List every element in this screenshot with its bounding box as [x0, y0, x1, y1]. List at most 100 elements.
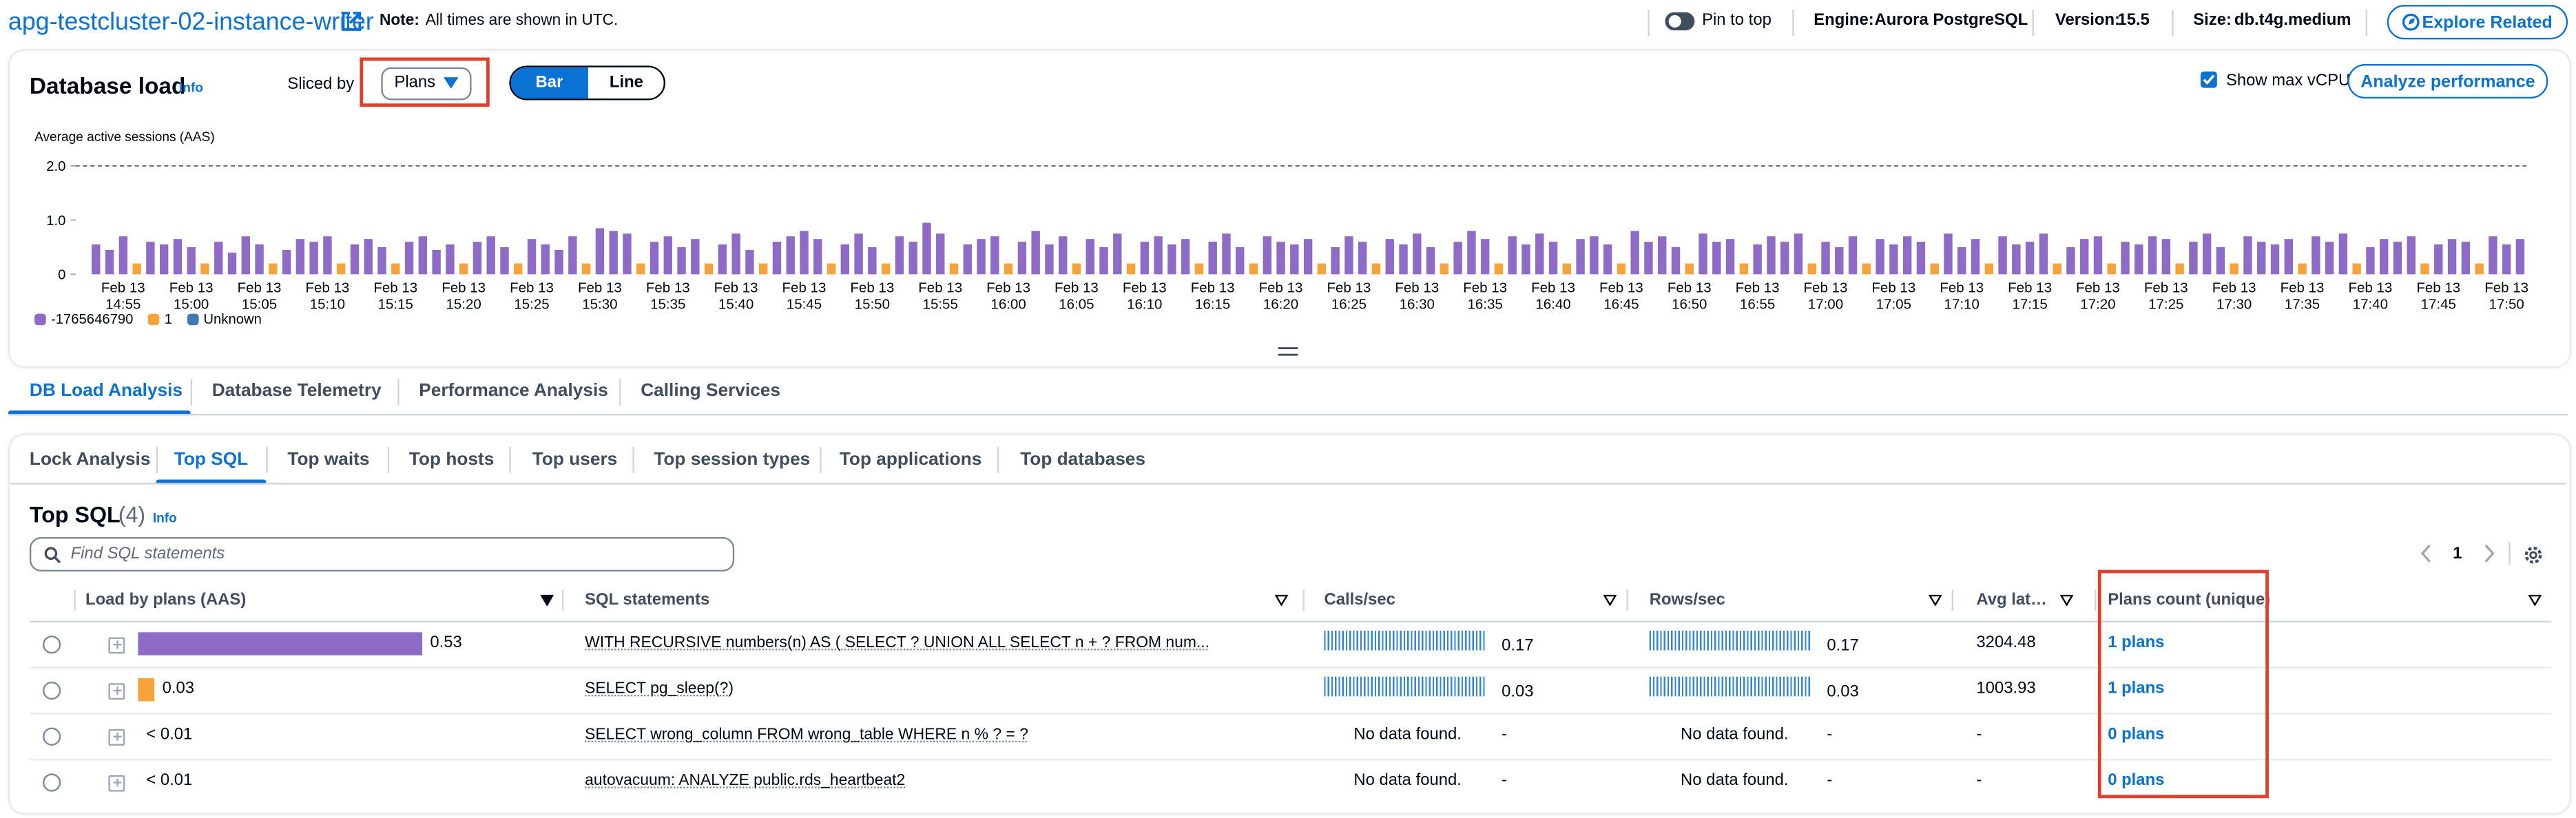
settings-icon[interactable] [2524, 545, 2544, 565]
bar [1767, 236, 1775, 274]
page-number[interactable]: 1 [2453, 547, 2462, 563]
x-tick-label: Feb 13 15:05 [230, 281, 289, 312]
sort-icon[interactable] [2528, 594, 2542, 606]
bar [2352, 264, 2360, 275]
bar [1154, 236, 1162, 274]
sort-icon[interactable] [541, 594, 554, 606]
sort-icon[interactable] [2060, 594, 2073, 606]
x-tick-label: Feb 13 17:30 [2205, 281, 2264, 312]
bar [977, 239, 985, 274]
bar [1549, 242, 1557, 274]
column-separator [74, 589, 75, 611]
legend-item[interactable]: 1 [148, 312, 172, 326]
x-tick-label: Feb 13 16:15 [1183, 281, 1243, 312]
row-radio[interactable] [43, 682, 61, 700]
bar [1726, 239, 1734, 274]
bar [1685, 264, 1694, 275]
bar [1495, 264, 1503, 275]
bar [731, 233, 740, 274]
sort-icon[interactable] [1275, 594, 1288, 606]
subtab[interactable]: Top applications [840, 452, 982, 470]
bar [1944, 233, 1952, 274]
subtab[interactable]: Top users [532, 452, 617, 470]
subtab[interactable]: Top waits [287, 452, 369, 470]
bar [2175, 264, 2183, 275]
no-data-note: No data found. [1681, 728, 1788, 744]
legend-item[interactable]: Unknown [187, 312, 262, 326]
column-header[interactable]: SQL statements [585, 593, 709, 609]
bar [2516, 239, 2524, 274]
next-page[interactable] [2482, 544, 2495, 564]
row-radio[interactable] [43, 636, 61, 653]
expand-icon[interactable] [108, 775, 125, 791]
expand-icon[interactable] [108, 728, 125, 745]
column-header[interactable]: Load by plans (AAS) [85, 593, 246, 609]
sql-statement[interactable]: SELECT pg_sleep(?) [585, 682, 734, 698]
row-radio[interactable] [43, 773, 61, 791]
x-tick-label: Feb 13 16:20 [1251, 281, 1311, 312]
bar [705, 264, 713, 275]
row-radio[interactable] [43, 728, 61, 746]
bar [500, 247, 508, 274]
sparkline [1650, 677, 1811, 697]
bar [377, 247, 386, 274]
bar [1276, 242, 1285, 274]
subtab[interactable]: Top hosts [409, 452, 494, 470]
tab[interactable]: Database Telemetry [212, 383, 382, 401]
bar [800, 231, 808, 274]
tab[interactable]: Performance Analysis [419, 383, 608, 401]
column-header[interactable]: Calls/sec [1324, 593, 1395, 609]
legend-item[interactable]: -1765646790 [34, 312, 133, 326]
bar [908, 242, 917, 274]
load-bar [138, 632, 422, 655]
column-header[interactable]: Avg lat… [1976, 593, 2046, 609]
bar [323, 236, 331, 274]
sql-statement[interactable]: SELECT wrong_column FROM wrong_table WHE… [585, 728, 1028, 744]
y-tick-label: 2.0 [46, 159, 65, 174]
top-sql-title: Top SQL [30, 504, 121, 526]
bar [2080, 239, 2088, 274]
bar [2312, 236, 2320, 274]
tab[interactable]: DB Load Analysis [30, 383, 183, 401]
subtab[interactable]: Top SQL [174, 452, 248, 470]
load-value: < 0.01 [146, 773, 192, 790]
bar [514, 264, 522, 275]
sql-statement[interactable]: autovacuum: ANALYZE public.rds_heartbeat… [585, 773, 905, 789]
expand-icon[interactable] [108, 636, 125, 653]
expand-icon[interactable] [108, 682, 125, 699]
sql-statement[interactable]: WITH RECURSIVE numbers(n) AS ( SELECT ? … [585, 636, 1209, 651]
bar [1644, 242, 1652, 274]
bar [922, 223, 931, 275]
column-header[interactable]: Rows/sec [1650, 593, 1725, 609]
bar [2053, 264, 2061, 275]
bar [609, 231, 617, 274]
bar [1344, 236, 1353, 274]
bar [2285, 239, 2293, 274]
latency-value: - [1976, 773, 1982, 790]
bar [1576, 239, 1584, 274]
bar [2420, 264, 2429, 275]
x-tick-label: Feb 13 16:30 [1387, 281, 1446, 312]
sort-icon[interactable] [1929, 594, 1942, 606]
prev-page[interactable] [2420, 544, 2433, 564]
tab[interactable]: Calling Services [641, 383, 780, 401]
sort-icon[interactable] [1603, 594, 1617, 606]
info-link[interactable]: Info [153, 512, 177, 525]
bar [1141, 242, 1149, 274]
bar [459, 264, 468, 275]
x-tick-label: Feb 13 15:15 [366, 281, 425, 312]
legend-label: -1765646790 [51, 312, 134, 326]
subtab[interactable]: Top session types [654, 452, 810, 470]
bar [2066, 247, 2075, 274]
legend-label: 1 [165, 312, 172, 326]
subtab[interactable]: Top databases [1020, 452, 1145, 470]
legend-swatch [148, 313, 160, 325]
x-tick-label: Feb 13 16:10 [1115, 281, 1174, 312]
latency-value: 3204.48 [1976, 636, 2035, 652]
bar [2448, 239, 2456, 274]
bar [105, 250, 114, 274]
subtab[interactable]: Lock Analysis [30, 452, 150, 470]
bar [1753, 244, 1761, 274]
bar [1181, 239, 1190, 274]
